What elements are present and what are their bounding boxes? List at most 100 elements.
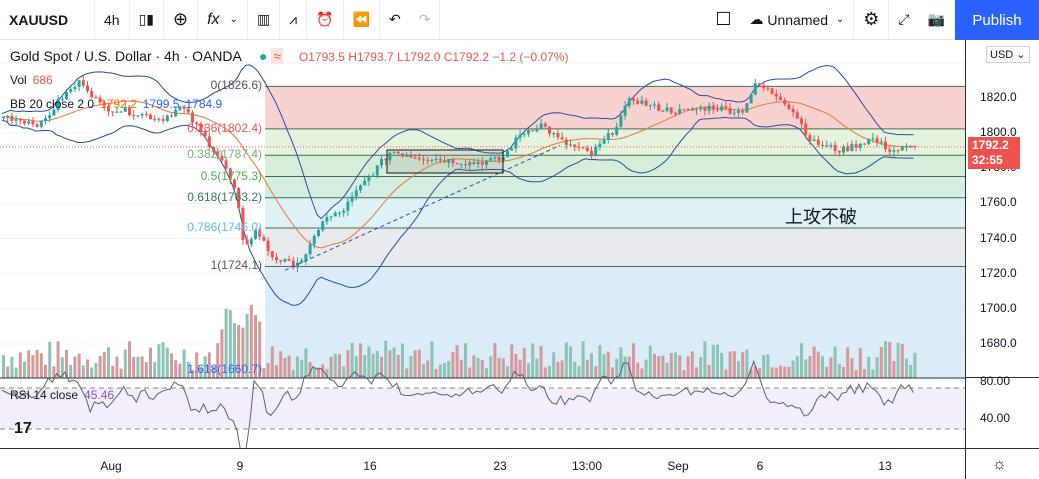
indicators-button[interactable]: fx ⌄ (198, 0, 248, 40)
candle-body (291, 260, 295, 268)
plus-circle-icon[interactable]: ⊕ (164, 0, 199, 40)
candle-body (531, 130, 535, 132)
candles-icon[interactable]: ▯▮ (130, 0, 164, 40)
candle-body (262, 236, 266, 241)
volume-bar (228, 310, 232, 378)
alert-icon[interactable]: ⏰ (307, 0, 344, 40)
volume-bar (863, 369, 866, 378)
candle-body (359, 185, 362, 191)
candle-body (619, 115, 623, 127)
volume-bar (396, 354, 400, 378)
candle-body (128, 107, 131, 116)
rsi-axis-label: 80.00 (980, 374, 1011, 388)
candle-body (44, 118, 47, 121)
volume-bar (871, 369, 875, 378)
volume-bar (413, 350, 417, 378)
bb-legend[interactable]: BB 20 close 2 0 1792.2 1799.5 1784.9 (10, 97, 222, 111)
volume-bar (195, 352, 199, 378)
candle-body (119, 111, 123, 113)
candle-body (325, 217, 329, 222)
undo-icon[interactable]: ↶ (388, 11, 401, 27)
rsi-line (1, 359, 914, 448)
volume-bar (115, 356, 119, 378)
volume-bar (518, 359, 522, 378)
volume-bar (170, 353, 173, 378)
candle-body (228, 168, 232, 180)
redo-icon[interactable]: ↷ (410, 0, 441, 40)
time-axis[interactable]: Aug 9 16 23 13:00 Sep 6 13 (0, 448, 965, 479)
chevron-down-icon: ⌄ (835, 14, 845, 25)
candle-body (716, 109, 719, 111)
templates-icon[interactable]: ▥ (248, 0, 281, 40)
layout-name: Unnamed (767, 11, 829, 28)
publish-button[interactable]: Publish (955, 0, 1039, 40)
volume-bar (434, 368, 438, 378)
volume-bar (745, 349, 749, 378)
price-axis[interactable]: USD ⌄ 1820.01800.01780.01760.01740.01720… (965, 40, 1039, 448)
candle-body (812, 139, 816, 142)
candle-body (816, 139, 820, 145)
candle-body (203, 131, 207, 137)
candle-body (648, 105, 652, 107)
candle-body (825, 145, 829, 147)
axis-settings-icon[interactable]: ☼ (992, 456, 1007, 473)
candle-body (417, 158, 421, 160)
volume-bar (623, 356, 627, 378)
volume-bar (905, 358, 908, 378)
chart-annotation-text[interactable]: 上攻不破 (785, 207, 857, 227)
volume-bar (367, 346, 371, 378)
volume-bar (909, 364, 913, 378)
candle-body (48, 115, 52, 119)
candle-body (665, 107, 669, 111)
candle-body (711, 105, 715, 110)
volume-bar (858, 348, 862, 378)
volume-bar (787, 366, 791, 378)
candle-body (60, 99, 64, 101)
time-axis-label: Aug (100, 459, 122, 473)
candle-body (266, 240, 270, 252)
volume-bar (27, 350, 31, 378)
candle-body (514, 137, 518, 149)
volume-bar (699, 357, 703, 378)
volume-bar (724, 369, 728, 378)
fib-zone (265, 176, 965, 198)
volume-bar (140, 356, 144, 378)
candle-body (329, 216, 333, 218)
fullscreen-toggle-icon[interactable]: ☐ (715, 9, 732, 29)
volume-bar (522, 348, 526, 378)
candle-body (892, 150, 896, 152)
volume-legend[interactable]: Vol 686 (10, 73, 53, 87)
volume-bar (212, 366, 215, 378)
volume-bar (342, 366, 346, 378)
volume-bar (648, 345, 652, 378)
candle-body (623, 105, 627, 116)
candle-body (808, 135, 812, 142)
candle-body (405, 155, 409, 157)
volume-bar (102, 351, 106, 378)
candle-body (363, 180, 367, 186)
compare-icon[interactable]: ⩘ (280, 0, 308, 40)
candle-body (468, 162, 472, 166)
symbol-search[interactable]: XAUUSD (0, 0, 95, 40)
currency-selector[interactable]: USD ⌄ (986, 46, 1030, 63)
volume-bar (804, 359, 808, 378)
candle-body (86, 85, 89, 91)
price-chart[interactable] (0, 40, 965, 448)
volume-bar (270, 346, 274, 378)
candle-body (556, 133, 560, 138)
volume-bar (6, 366, 10, 378)
interval-button[interactable]: 4h (95, 0, 130, 40)
time-axis-label: 23 (493, 459, 507, 473)
settings-gear-icon[interactable]: ⚙ (854, 0, 890, 40)
replay-icon[interactable]: ⏪ (344, 0, 380, 40)
candle-body (94, 97, 98, 99)
volume-bar (233, 323, 236, 378)
candle-body (149, 114, 152, 120)
layout-menu[interactable]: ☁ Unnamed ⌄ (740, 0, 855, 40)
volume-bar (392, 347, 396, 378)
volume-bar (510, 344, 514, 378)
expand-icon[interactable]: ⤢ (898, 11, 910, 27)
rsi-legend[interactable]: RSI 14 close 45.46 (10, 388, 114, 402)
camera-icon[interactable]: 📷 (919, 0, 955, 40)
candle-body (52, 109, 56, 116)
